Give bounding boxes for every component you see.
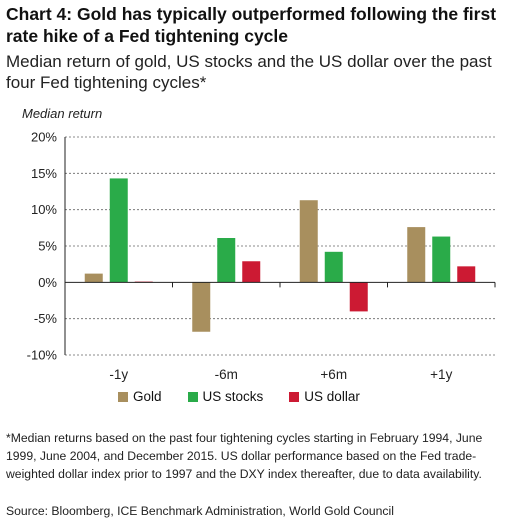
chart-title: Chart 4: Gold has typically outperformed…	[6, 4, 497, 46]
y-tick-label: -10%	[27, 348, 58, 363]
y-tick-label: 5%	[38, 239, 57, 254]
legend-swatch-gold	[118, 391, 128, 402]
bar-chart: -10% -5% 0% 5% 10% 15% 20% -1y -6m +6m +1y	[27, 130, 496, 382]
legend-swatch-us-stocks	[187, 391, 198, 402]
bar-us-stocks-1	[217, 238, 236, 283]
bar-us-stocks-3	[432, 236, 451, 283]
bar-gold-0	[84, 273, 103, 283]
legend-label-gold: Gold	[133, 389, 162, 404]
bar-us-stocks-2	[324, 251, 343, 283]
bar-gold-3	[407, 227, 426, 283]
x-tick-label: -1y	[109, 367, 128, 382]
y-tick-label: 15%	[31, 166, 57, 181]
y-tick-label: -5%	[34, 311, 58, 326]
legend-label-us-dollar: US dollar	[304, 389, 360, 404]
legend-label-us-stocks: US stocks	[202, 389, 264, 404]
x-tick-label: +1y	[430, 367, 452, 382]
legend-swatch-us-dollar	[289, 391, 300, 402]
x-tick-label: +6m	[320, 367, 347, 382]
chart-footnote: *Median returns based on the past four t…	[6, 431, 483, 481]
y-tick-label: 10%	[31, 202, 57, 217]
bar-us-dollar-2	[349, 282, 368, 312]
chart-legend: Gold US stocks US dollar	[118, 389, 386, 404]
legend-item-us-stocks: US stocks	[187, 389, 264, 404]
x-tick-label: -6m	[215, 367, 238, 382]
y-tick-label: 20%	[31, 130, 57, 145]
y-tick-label: 0%	[38, 275, 57, 290]
bar-gold-2	[299, 200, 318, 283]
chart-subtitle: Median return of gold, US stocks and the…	[6, 52, 492, 92]
bar-gold-1	[192, 282, 211, 332]
bar-us-dollar-1	[242, 261, 261, 283]
bar-us-stocks-0	[109, 178, 128, 283]
bar-us-dollar-3	[457, 266, 476, 283]
legend-item-gold: Gold	[118, 389, 162, 404]
legend-item-us-dollar: US dollar	[289, 389, 360, 404]
chart-source: Source: Bloomberg, ICE Benchmark Adminis…	[6, 504, 394, 518]
y-axis-label: Median return	[22, 106, 103, 121]
